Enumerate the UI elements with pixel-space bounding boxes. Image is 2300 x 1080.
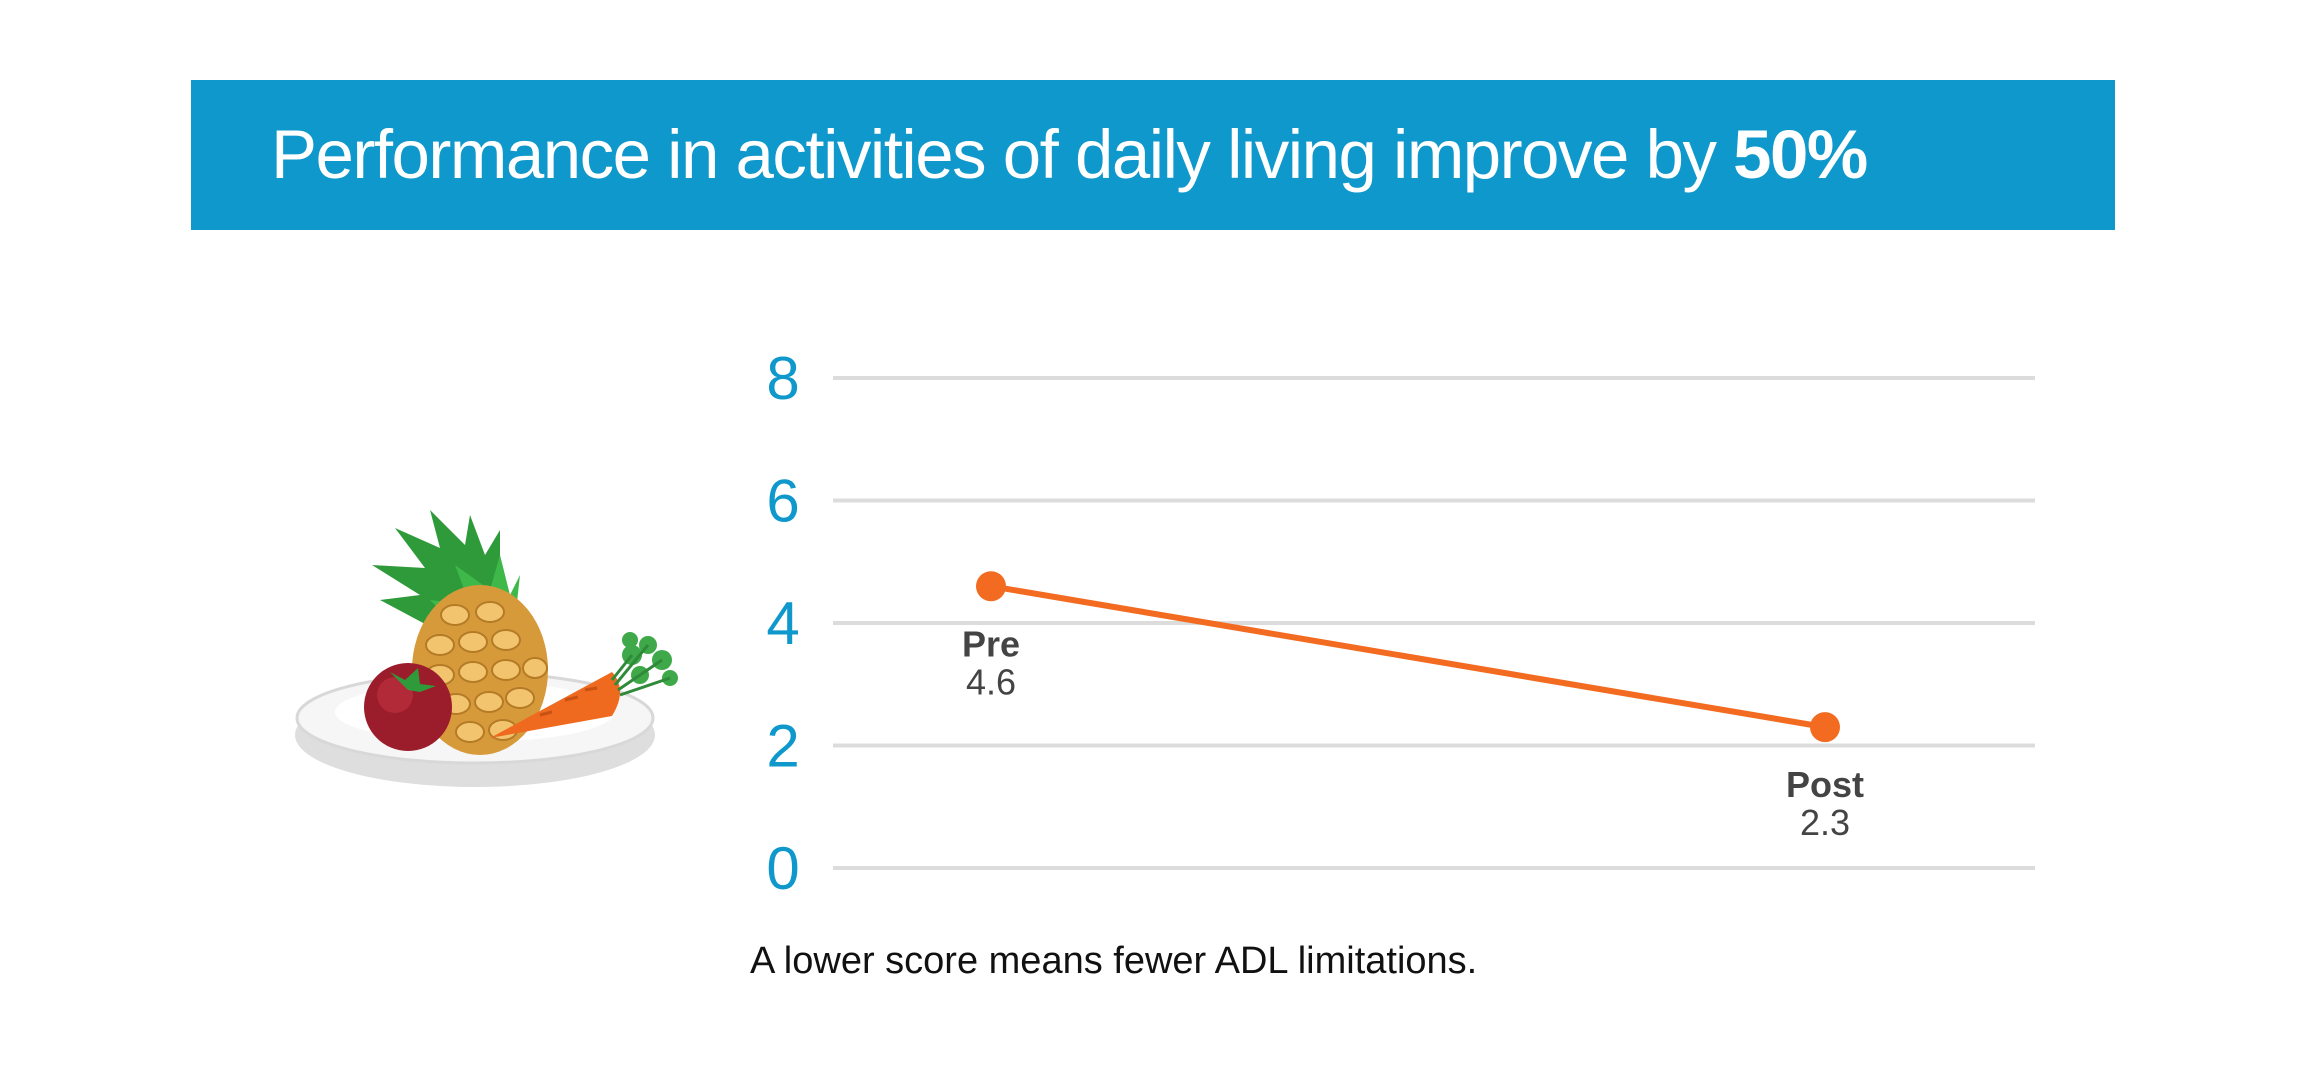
page-title: Performance in activities of daily livin… [271,80,1868,230]
data-point [1810,712,1840,743]
data-point [976,571,1006,602]
chart-note: A lower score means fewer ADL limitation… [750,940,1478,982]
y-tick-label: 2 [766,713,799,780]
y-tick-label: 4 [766,590,799,657]
chart-grid [833,376,2035,870]
title-banner: Performance in activities of daily livin… [191,80,2115,230]
y-tick-label: 8 [766,345,799,412]
fruit-plate-icon [295,510,678,787]
y-axis-ticks: 0 2 4 6 8 [766,345,799,902]
data-value-label: 4.6 [966,661,1016,702]
chart-series [976,571,1840,743]
title-emphasis: 50% [1733,116,1868,193]
category-label: Pre [962,623,1020,664]
y-tick-label: 0 [766,835,799,902]
series-line [990,583,1826,731]
data-value-label: 2.3 [1800,802,1850,843]
category-label: Post [1786,764,1864,805]
title-text: Performance in activities of daily livin… [271,116,1734,193]
y-tick-label: 6 [766,468,799,535]
